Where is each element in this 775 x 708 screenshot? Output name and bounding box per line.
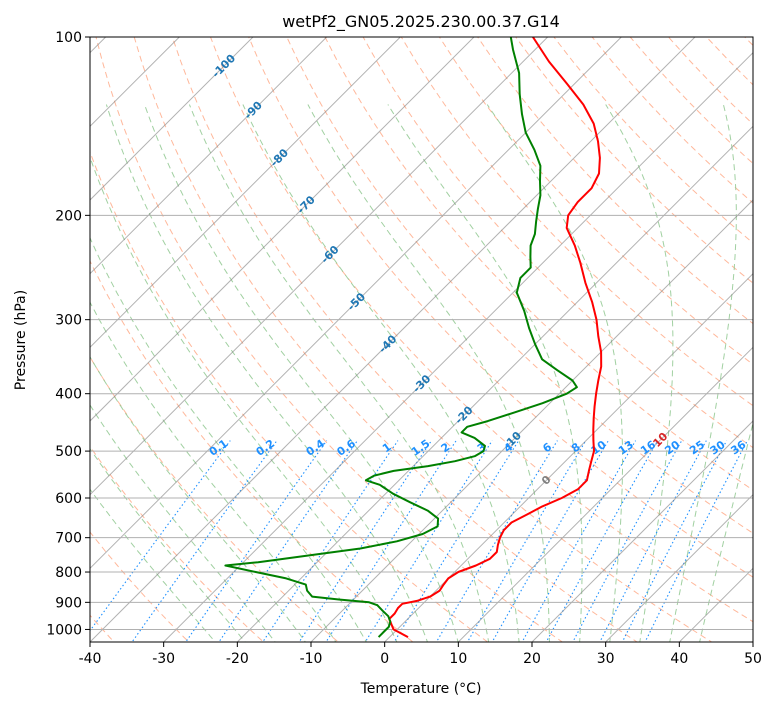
isotherm-line — [90, 37, 475, 422]
mixing-ratio-line — [298, 440, 432, 642]
y-tick-label: 700 — [55, 531, 82, 547]
moist-adiabat-line — [242, 104, 520, 642]
moist-adiabat-line — [105, 104, 429, 642]
moist-adiabat-line — [699, 421, 753, 642]
moist-adiabat-line — [669, 104, 737, 642]
moist-adiabat-line — [605, 104, 674, 642]
isotherm-line — [457, 346, 753, 642]
x-tick-label: 10 — [449, 651, 467, 667]
y-axis: 100 200 300 400 500 600 700 800 900 1000 — [46, 30, 90, 638]
moist-adiabat-line — [90, 236, 367, 642]
isotherm-line — [605, 493, 753, 642]
isotherm-line — [90, 37, 549, 496]
dry-adiabat-line — [400, 37, 753, 407]
moist-adiabat-line — [90, 301, 337, 642]
mixing-ratio-line — [644, 440, 748, 642]
isotherm-line — [310, 199, 753, 642]
mixing-ratio-line — [131, 440, 278, 642]
isotherm-line — [236, 125, 753, 642]
x-tick-label: -20 — [226, 651, 249, 667]
y-tick-label: 1000 — [46, 622, 82, 638]
dry-adiabat-line — [438, 37, 753, 366]
mixing-ratio-line — [364, 440, 493, 642]
moist-adiabats — [90, 104, 753, 642]
sounding-traces — [224, 37, 603, 638]
mixing-ratio-line — [545, 440, 659, 642]
isotherm-line — [90, 37, 254, 201]
isotherm-line — [90, 37, 401, 349]
isotherms — [90, 37, 753, 642]
x-axis: -40 -30 -20 -10 0 10 20 30 40 50 — [79, 642, 762, 667]
mixing-ratio-line — [466, 440, 587, 642]
moist-adiabat-line — [486, 104, 623, 642]
isotherm-line — [531, 420, 753, 642]
isotherm-line — [384, 272, 753, 642]
x-tick-label: 30 — [597, 651, 615, 667]
x-tick-label: 0 — [380, 651, 389, 667]
x-axis-label: Temperature (°C) — [360, 681, 482, 697]
isotherm-label: 20 — [764, 389, 775, 409]
dry-adiabat-line — [362, 37, 753, 449]
isotherm-line — [163, 51, 753, 642]
dry-adiabat-line — [324, 37, 753, 491]
mixing-ratio-line — [599, 440, 707, 642]
moist-adiabat-line — [307, 104, 550, 642]
pressure-gridlines — [90, 37, 753, 630]
x-tick-label: -30 — [152, 651, 175, 667]
y-tick-label: 600 — [55, 491, 82, 507]
moist-adiabat-line — [90, 355, 307, 642]
y-tick-label: 900 — [55, 595, 82, 611]
isotherm-line — [90, 37, 622, 570]
mixing-ratio-line — [325, 440, 457, 642]
moist-adiabat-line — [90, 155, 398, 642]
dewpoint-trace — [224, 37, 578, 638]
mixing-ratio-line — [621, 440, 728, 642]
isotherm-line — [90, 37, 328, 275]
mixing-ratio-line — [572, 440, 683, 642]
plot-area — [90, 37, 753, 642]
moist-adiabat-line — [188, 104, 490, 642]
mixing-ratio-line — [435, 440, 558, 642]
chart-title: wetPf2_GN05.2025.230.00.37.G14 — [282, 12, 560, 32]
moist-adiabat-line — [90, 447, 246, 642]
x-tick-label: 20 — [523, 651, 541, 667]
x-tick-label: -40 — [79, 651, 102, 667]
plot-frame — [89, 36, 754, 643]
mixing-ratio-lines — [90, 440, 748, 642]
temperature-trace — [388, 37, 603, 638]
mixing-ratio-line — [521, 440, 637, 642]
moist-adiabat-line — [90, 488, 216, 642]
y-tick-label: 800 — [55, 565, 82, 581]
y-tick-label: 300 — [55, 313, 82, 329]
mixing-ratio-line — [262, 440, 399, 642]
moist-adiabat-line — [144, 104, 459, 642]
y-tick-label: 200 — [55, 208, 82, 224]
y-tick-label: 400 — [55, 387, 82, 403]
moist-adiabat-line — [387, 104, 583, 642]
y-axis-label: Pressure (hPa) — [13, 290, 29, 390]
y-tick-label: 500 — [55, 444, 82, 460]
mixing-ratio-line — [491, 440, 609, 642]
isotherm-line — [90, 37, 696, 642]
x-tick-label: 50 — [744, 651, 762, 667]
isotherm-line — [752, 641, 753, 642]
x-tick-label: -10 — [300, 651, 323, 667]
x-tick-label: 40 — [670, 651, 688, 667]
y-tick-label: 100 — [55, 30, 82, 46]
moist-adiabat-line — [90, 404, 276, 642]
